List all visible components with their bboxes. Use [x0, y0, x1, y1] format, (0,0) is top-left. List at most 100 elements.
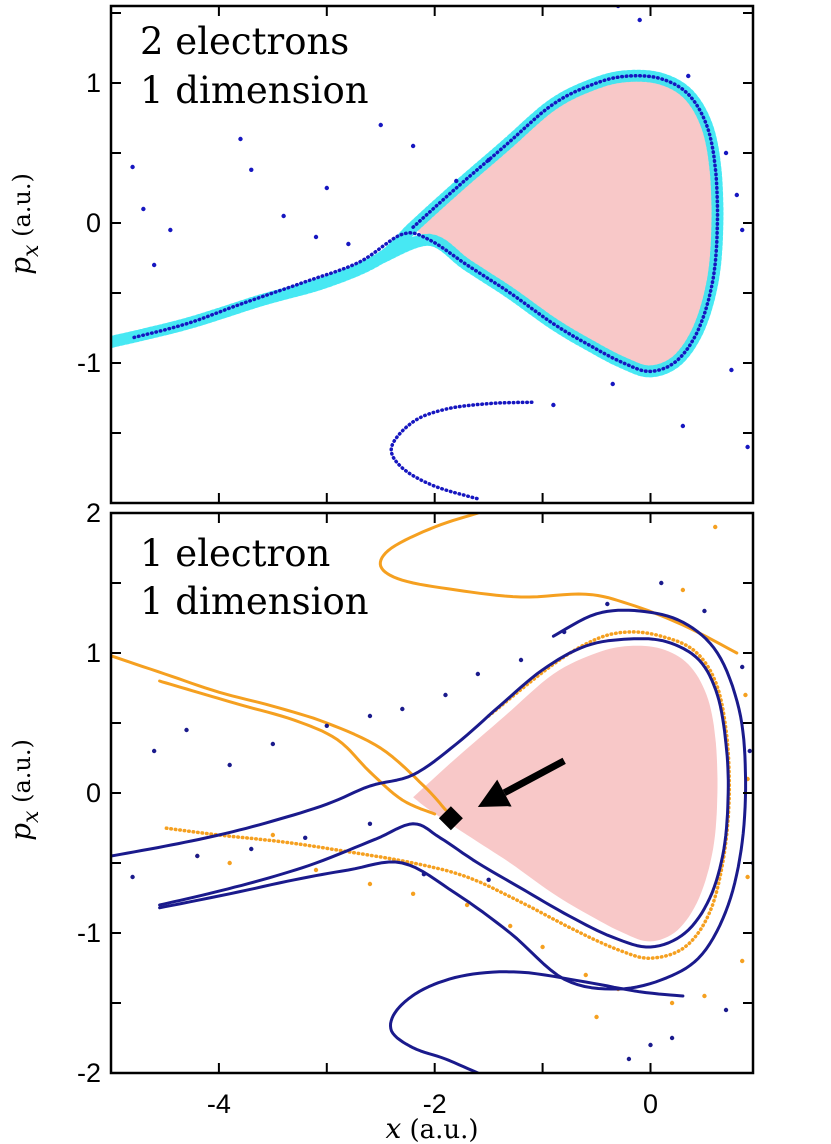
bottom-scatter-point — [605, 601, 610, 607]
bottom-series-blue-outer-loop — [158, 608, 748, 991]
top-series-trapped-region — [413, 75, 718, 372]
bottom-series-blue-lower-arc — [389, 970, 685, 1073]
bottom-scatter-point — [594, 1014, 599, 1020]
top-ytick-label: 0 — [86, 208, 101, 238]
bottom-ytick-label: 0 — [86, 778, 101, 808]
top-scatter-point — [729, 367, 734, 373]
bottom-scatter-point — [324, 723, 329, 728]
bottom-scatter-point — [367, 881, 373, 887]
bottom-series-orange-outer-loop — [163, 630, 732, 960]
bottom-scatter-point — [518, 657, 524, 663]
bottom-scatter-point — [540, 944, 545, 950]
bottom-scatter-point — [740, 958, 745, 964]
bottom-scatter-point — [367, 713, 373, 719]
top-series-blue-scattered — [130, 6, 750, 450]
top-scatter-point — [610, 381, 615, 387]
top-series-blue-lower-arc — [389, 400, 534, 501]
bottom-series-blue-scattered — [130, 580, 753, 1062]
top-scatter-point — [249, 167, 254, 172]
top-scatter-point — [378, 122, 383, 128]
top-annotation-line2: 1 dimension — [140, 69, 369, 112]
bottom-scatter-point — [659, 580, 664, 586]
bottom-scatter-point — [702, 993, 707, 999]
top-scatter-point — [454, 178, 459, 184]
bottom-y-axis-label: px (a.u.) — [4, 739, 44, 841]
top-y-ticks: -1 0 1 — [77, 6, 753, 503]
bottom-annotation-line1: 1 electron — [140, 532, 330, 575]
top-scatter-point — [723, 150, 729, 156]
bottom-annotation-line2: 1 dimension — [140, 580, 369, 623]
top-scatter-point — [168, 227, 173, 233]
top-scatter-point — [410, 143, 416, 149]
bottom-ticks: -2 -1 0 1 2 -4 -2 0 — [77, 498, 753, 1119]
top-scatter-point — [740, 227, 745, 233]
top-panel: -1 0 1 2 electrons 1 dimension px (a.u.) — [4, 4, 755, 505]
top-scatter-point — [313, 234, 319, 240]
bottom-ylabel-var: p — [4, 823, 37, 841]
bottom-scatter-point — [669, 1000, 675, 1006]
bottom-scatter-point — [303, 835, 308, 840]
top-ylabel-sub: x — [19, 244, 44, 257]
top-scatter-point — [686, 73, 691, 79]
bottom-scatter-point — [486, 877, 491, 882]
bottom-diamond-marker — [438, 806, 463, 831]
top-scatter-point — [324, 185, 329, 191]
bottom-plot-area — [111, 513, 753, 1073]
bottom-xtick-label: -4 — [207, 1089, 231, 1119]
bottom-scatter-point — [400, 706, 405, 712]
bottom-scatter-point — [249, 846, 254, 852]
bottom-ytick-label: 1 — [86, 638, 101, 668]
bottom-scatter-point — [410, 891, 416, 896]
top-scatter-point — [346, 241, 351, 247]
top-annotation-line1: 2 electrons — [140, 20, 349, 63]
bottom-scatter-point — [747, 748, 752, 754]
bottom-scatter-point — [464, 902, 470, 908]
bottom-series-blue-separatrix — [111, 637, 730, 949]
bottom-arrow-head — [477, 779, 512, 807]
top-scatter-point — [745, 444, 750, 450]
bottom-scatter-point — [583, 972, 588, 978]
top-scatter-point — [680, 423, 686, 429]
top-scatter-point — [281, 213, 286, 219]
bottom-scatter-point — [680, 587, 686, 593]
top-scatter-point — [151, 262, 157, 268]
bottom-scatter-point — [743, 692, 748, 698]
bottom-ytick-label: -2 — [77, 1058, 101, 1088]
x-axis-label: x (a.u.) — [385, 1112, 478, 1144]
bottom-scatter-point — [151, 748, 157, 754]
bottom-scatter-point — [313, 867, 319, 873]
xlabel-unit: (a.u.) — [401, 1115, 478, 1144]
bottom-scatter-point — [702, 608, 707, 614]
top-scatter-point — [734, 192, 740, 198]
bottom-scatter-point — [713, 524, 718, 530]
top-y-axis-label: px (a.u.) — [4, 173, 44, 275]
top-ylabel-var: p — [4, 257, 37, 275]
bottom-scatter-point — [270, 741, 276, 747]
bottom-series-orange-upper-arc — [378, 513, 739, 655]
bottom-scatter-point — [443, 692, 448, 698]
top-scatter-point — [130, 164, 135, 170]
top-scatter-point — [238, 136, 243, 142]
bottom-scatter-point — [669, 1035, 675, 1041]
xlabel-var: x — [385, 1112, 401, 1144]
top-plot-area — [111, 6, 750, 501]
top-scatter-point — [141, 206, 146, 212]
bottom-xtick-label: 0 — [643, 1089, 658, 1119]
bottom-series-trapped-region — [413, 645, 718, 942]
bottom-xtick-label: -2 — [423, 1089, 447, 1119]
bottom-scatter-point — [626, 1056, 632, 1062]
top-scatter-point — [486, 157, 491, 163]
bottom-ylabel-unit: (a.u.) — [8, 739, 36, 810]
top-ytick-label: -1 — [77, 348, 101, 378]
top-axes-frame — [109, 4, 755, 505]
bottom-series-orange-inner-band — [158, 679, 437, 816]
bottom-scatter-point — [475, 671, 481, 677]
bottom-ytick-label: 2 — [86, 498, 101, 528]
top-ytick-label: 1 — [86, 68, 101, 98]
bottom-scatter-point — [421, 872, 427, 877]
bottom-scatter-point — [130, 874, 135, 880]
bottom-scatter-point — [745, 874, 750, 880]
bottom-scatter-point — [648, 1042, 653, 1048]
